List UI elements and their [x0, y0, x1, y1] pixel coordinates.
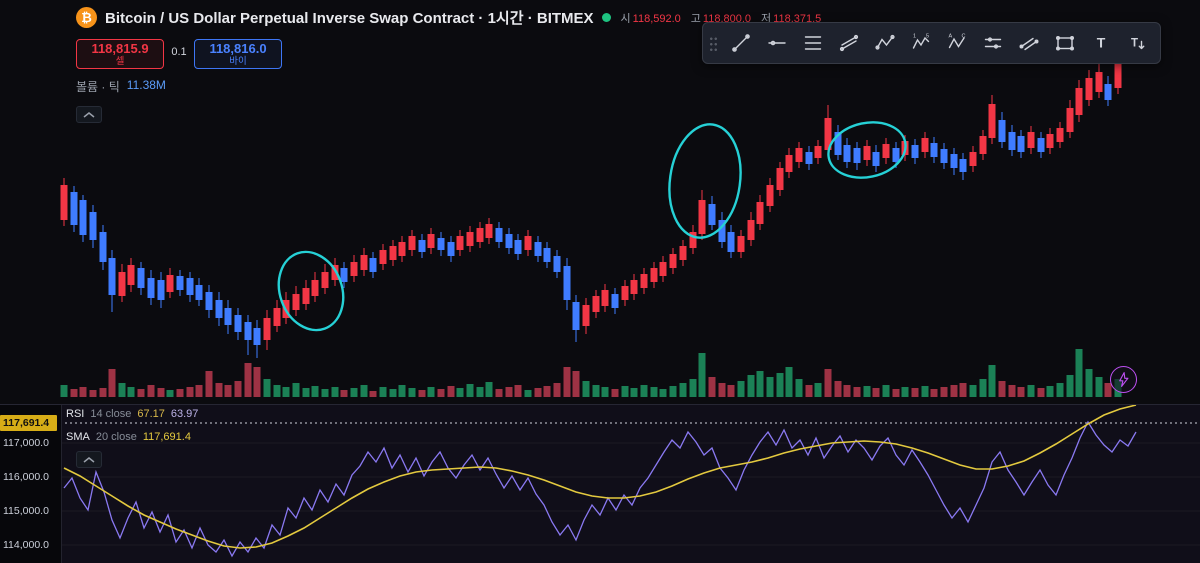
svg-text:C: C — [962, 34, 966, 40]
volume-value: 11.38M — [126, 78, 166, 92]
buy-button[interactable]: 118,816.0 바이 — [194, 39, 282, 69]
price-axis-label: 114,000.0 — [3, 539, 49, 551]
symbol-title[interactable]: Bitcoin / US Dollar Perpetual Inverse Sw… — [105, 10, 594, 27]
chevron-up-icon — [83, 111, 95, 118]
buy-label: 바이 — [229, 55, 247, 67]
text-icon: T — [1097, 35, 1106, 51]
trend-fib-icon — [839, 34, 859, 52]
tool-trend-fib-button[interactable] — [832, 29, 866, 57]
anchored-text-icon: T — [1131, 38, 1145, 50]
drawn-ellipse-annotation[interactable] — [823, 115, 911, 184]
rsi-status-row[interactable]: RSI 14 close 67.17 63.97 — [66, 408, 198, 420]
sma-line — [63, 404, 1137, 549]
tool-trend-line-button[interactable] — [724, 29, 758, 57]
rsi-value-2: 63.97 — [170, 408, 199, 420]
price-axis-label: 115,000.0 — [3, 505, 49, 517]
sell-button[interactable]: 118,815.9 셀 — [76, 39, 164, 69]
svg-text:5: 5 — [926, 34, 929, 40]
collapse-main-pane-button[interactable] — [76, 106, 102, 123]
chevron-up-icon — [83, 456, 95, 463]
trend-line-icon — [732, 34, 750, 52]
symbol-header: ₿ Bitcoin / US Dollar Perpetual Inverse … — [76, 7, 821, 28]
horizontal-ray-icon — [768, 40, 786, 46]
lightning-mode-button[interactable] — [1110, 366, 1137, 393]
sell-label: 셀 — [115, 55, 125, 67]
bitcoin-icon: ₿ — [76, 7, 97, 28]
fib-retracement-icon — [804, 36, 822, 50]
volume-series — [60, 349, 1122, 397]
svg-text:A: A — [949, 34, 953, 40]
volume-label: 볼륨 · 틱 — [76, 80, 120, 94]
drawn-ellipse-annotation[interactable] — [662, 120, 747, 243]
buy-price: 118,816.0 — [209, 40, 267, 56]
tool-anchored-text-button[interactable]: T — [1120, 29, 1154, 57]
tool-fib-retracement-button[interactable] — [796, 29, 830, 57]
sma-status-row[interactable]: SMA 20 close 117,691.4 — [66, 431, 191, 443]
price-axis-label: 117,000.0 — [3, 437, 49, 449]
indicator-pane-background — [0, 405, 1200, 563]
rsi-line — [63, 420, 1137, 558]
ticker-stats: 시 118,592.0 고 118,800.0 저 118,371.5 — [621, 10, 822, 26]
sma-value: 117,691.4 — [142, 431, 191, 443]
toolbar-drag-handle[interactable] — [709, 35, 718, 51]
parallel-lines-icon — [984, 37, 1002, 49]
rsi-indicator-name: RSI — [66, 408, 85, 420]
sma-params: 20 close — [95, 431, 137, 443]
candlestick-series — [60, 57, 1122, 358]
zigzag-icon — [875, 34, 895, 50]
svg-text:T: T — [1097, 35, 1106, 51]
pane-divider[interactable] — [0, 404, 1200, 405]
volume-legend[interactable]: 볼륨 · 틱 11.38M — [76, 78, 166, 95]
high-value: 118,800.0 — [702, 12, 752, 25]
price-axis-label: 116,000.0 — [3, 471, 49, 483]
market-open-dot — [601, 13, 611, 22]
svg-text:1: 1 — [913, 34, 916, 40]
sell-price: 118,815.9 — [91, 40, 149, 56]
tool-slanted-channel-button[interactable] — [1012, 29, 1046, 57]
collapse-indicator-pane-button[interactable] — [76, 451, 102, 468]
tool-parallel-lines-button[interactable] — [976, 29, 1010, 57]
lightning-bolt-icon — [1119, 372, 1129, 387]
sma-indicator-name: SMA — [66, 431, 90, 443]
rsi-params: 14 close — [90, 408, 132, 420]
low-label: 저 — [761, 12, 772, 25]
open-label: 시 — [620, 12, 631, 25]
drawn-ellipse-annotation[interactable] — [268, 243, 354, 339]
rectangle-icon — [1056, 35, 1075, 51]
bitcoin-glyph: ₿ — [81, 10, 92, 26]
spread-value: 0.1 — [171, 46, 187, 58]
low-value: 118,371.5 — [773, 12, 822, 25]
svg-text:T: T — [1131, 38, 1138, 50]
tool-text-button[interactable]: T — [1084, 29, 1118, 57]
high-label: 고 — [690, 12, 701, 25]
tool-horizontal-ray-button[interactable] — [760, 29, 794, 57]
tool-rectangle-button[interactable] — [1048, 29, 1082, 57]
slanted-channel-icon — [1019, 37, 1039, 51]
rsi-value-1: 67.17 — [137, 408, 165, 420]
open-value: 118,592.0 — [632, 12, 681, 25]
axis-divider — [61, 405, 62, 563]
sma-value-axis-badge: 117,691.4 — [0, 415, 58, 431]
left-axis-strip — [0, 405, 61, 563]
tool-zigzag-button[interactable] — [868, 29, 902, 57]
